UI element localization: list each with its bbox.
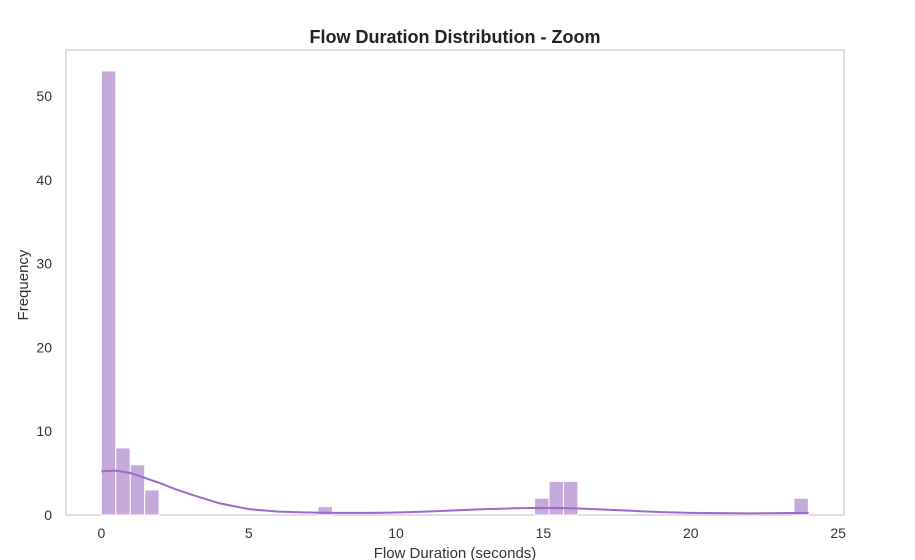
histogram-bar: [562, 480, 579, 516]
y-tick-label: 40: [36, 172, 52, 188]
x-tick-label: 25: [830, 525, 846, 541]
plot-frame: [65, 49, 845, 516]
x-tick-labels: 0 5 10 15 20 25: [97, 525, 846, 541]
x-tick-label: 5: [245, 525, 253, 541]
y-axis-label: Frequency: [15, 249, 32, 320]
histogram-bar: [129, 464, 146, 516]
y-tick-label: 0: [44, 507, 52, 523]
chart-title: Flow Duration Distribution - Zoom: [310, 27, 601, 47]
x-tick-label: 10: [388, 525, 404, 541]
x-tick-label: 0: [97, 525, 105, 541]
x-tick-label: 20: [683, 525, 699, 541]
y-tick-label: 20: [36, 339, 52, 355]
histogram-bar: [100, 70, 117, 516]
histogram-bar: [793, 497, 809, 516]
histogram-bar: [548, 480, 564, 516]
y-tick-label: 30: [36, 256, 52, 272]
y-tick-label: 50: [36, 88, 52, 104]
x-axis-label: Flow Duration (seconds): [374, 545, 537, 560]
x-tick-label: 15: [536, 525, 552, 541]
y-tick-label: 10: [36, 423, 52, 439]
histogram-bar: [534, 497, 550, 516]
y-tick-labels: 0 10 20 30 40 50: [36, 88, 52, 523]
histogram-bar: [144, 489, 160, 516]
histogram-bar: [115, 447, 131, 516]
bars-group: [100, 70, 809, 516]
kde-curve: [101, 469, 809, 515]
histogram-bar: [317, 506, 333, 516]
